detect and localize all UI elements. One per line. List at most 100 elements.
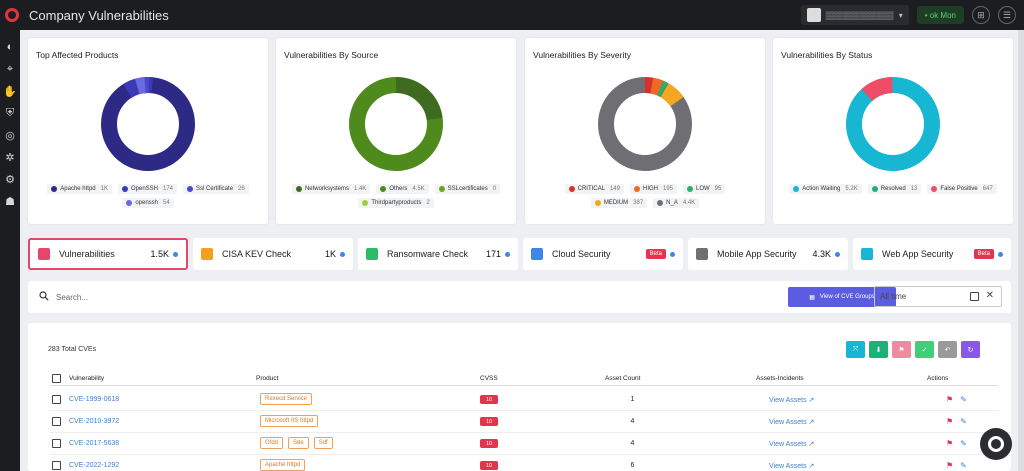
legend-item[interactable]: MEDIUM 387 [590, 198, 648, 208]
nav-dashboard-icon[interactable]: ◐ [6, 41, 14, 53]
donut-slice[interactable] [843, 74, 943, 174]
info-dot-icon[interactable] [340, 251, 345, 257]
undo-icon[interactable]: ↶ [938, 341, 957, 358]
clear-icon[interactable]: ✕ [985, 290, 994, 301]
download-icon[interactable]: ⬇ [869, 341, 888, 358]
edit-icon[interactable]: ✎ [960, 461, 967, 470]
donut-chart[interactable] [595, 74, 695, 174]
nav-user-shield-icon[interactable]: ☗ [5, 195, 15, 208]
tab-vulnerabilities[interactable]: Vulnerabilities 1.5K [28, 238, 188, 270]
check-icon[interactable]: ✓ [915, 341, 934, 358]
nav-network-icon[interactable]: ⚙ [5, 173, 15, 186]
chevron-down-icon: ▾ [898, 10, 903, 20]
nav-fingerprint-icon[interactable]: ◎ [5, 129, 15, 142]
donut-slice[interactable] [846, 77, 940, 171]
edit-icon[interactable]: ✎ [960, 395, 967, 404]
row-checkbox[interactable] [52, 395, 61, 404]
search-input[interactable] [56, 290, 356, 304]
donut-slice[interactable] [598, 77, 692, 171]
notifications-icon[interactable]: ☰ [998, 6, 1016, 24]
info-dot-icon[interactable] [505, 251, 510, 257]
legend-item[interactable]: Apache httpd 1K [47, 184, 112, 194]
column-header[interactable]: Assets-Incidents [756, 375, 804, 382]
nav-shield-icon[interactable]: ⛨ [5, 106, 15, 119]
info-dot-icon[interactable] [173, 251, 178, 257]
donut-chart[interactable] [843, 74, 943, 174]
legend-item[interactable]: Ssl Certificate 26 [183, 184, 249, 194]
select-all-checkbox[interactable] [52, 374, 61, 383]
tab-ransomware-check[interactable]: Ransomware Check 171 [358, 238, 518, 270]
legend-item[interactable]: LOW 95 [683, 184, 726, 194]
info-dot-icon[interactable] [835, 251, 840, 257]
legend-item[interactable]: Resolved 13 [867, 184, 922, 194]
expand-icon[interactable]: ⤧ [846, 341, 865, 358]
time-range-select[interactable]: All time ✕ [874, 286, 1002, 307]
donut-slice[interactable] [595, 74, 695, 174]
legend-dot [594, 200, 601, 206]
donut-slice[interactable] [598, 77, 692, 171]
legend-item[interactable]: OpenSSH 174 [117, 184, 178, 194]
donut-slice[interactable] [349, 77, 443, 171]
tab-web-app-security[interactable]: Web App Security Beta [853, 238, 1011, 270]
legend-dot [51, 186, 58, 192]
view-assets-link[interactable]: View Assets ↗ [769, 441, 815, 448]
info-dot-icon[interactable] [670, 251, 675, 257]
donut-chart[interactable] [98, 74, 198, 174]
row-checkbox[interactable] [52, 439, 61, 448]
edit-icon[interactable]: ✎ [960, 417, 967, 426]
apps-grid-icon[interactable]: ⊞ [972, 6, 990, 24]
time-range-value: All time [880, 292, 907, 301]
legend-label: Action Waiting [802, 186, 841, 192]
tab-mobile-app-security[interactable]: Mobile App Security 4.3K [688, 238, 848, 270]
cve-link[interactable]: CVE-1999-0618 [69, 396, 120, 403]
column-header[interactable]: CVSS [480, 375, 498, 382]
flag-icon[interactable]: ⚑ [892, 341, 911, 358]
view-assets-link[interactable]: View Assets ↗ [769, 397, 815, 404]
logo-icon[interactable] [5, 8, 19, 22]
donut-slice[interactable] [595, 74, 695, 174]
legend-label: OpenSSH [130, 186, 158, 192]
nav-hand-icon[interactable]: ✋ [3, 85, 17, 98]
status-badge[interactable]: • ok Mon [916, 6, 964, 24]
edit-icon[interactable]: ✎ [960, 439, 967, 448]
donut-chart[interactable] [346, 74, 446, 174]
column-header[interactable]: Asset Count [605, 375, 641, 382]
view-assets-link[interactable]: View Assets ↗ [769, 463, 815, 470]
legend-item[interactable]: openssh 54 [122, 198, 174, 208]
cve-link[interactable]: CVE-2017-5638 [69, 440, 120, 447]
row-checkbox[interactable] [52, 461, 61, 470]
page-scrollbar[interactable] [1018, 30, 1024, 471]
row-checkbox[interactable] [52, 417, 61, 426]
flag-icon[interactable]: ⚑ [946, 417, 954, 426]
nav-bug-icon[interactable]: ✲ [5, 151, 15, 164]
flag-icon[interactable]: ⚑ [946, 461, 954, 470]
info-dot-icon[interactable] [998, 251, 1003, 257]
account-switcher[interactable]: ▒▒▒▒▒▒▒▒▒▒▒▒ ▾ [800, 5, 909, 25]
legend-item[interactable]: SSLcertificates 0 [434, 184, 501, 194]
legend-item[interactable]: N_A 4.4K [653, 198, 700, 208]
flag-icon[interactable]: ⚑ [946, 439, 954, 448]
legend-label: Ssl Certificate [196, 186, 234, 192]
legend-item[interactable]: Networksystems 1.4K [291, 184, 371, 194]
legend-item[interactable]: HIGH 195 [629, 184, 677, 194]
calendar-icon[interactable] [970, 292, 979, 301]
legend-item[interactable]: CRITICAL 149 [564, 184, 624, 194]
flag-icon[interactable]: ⚑ [946, 395, 954, 404]
side-nav: ◐ ⌖ ✋ ⛨ ◎ ✲ ⚙ ☗ [0, 30, 20, 471]
column-header[interactable]: Vulnerability [69, 375, 105, 382]
help-button[interactable] [980, 428, 1012, 460]
legend-item[interactable]: Thirdpartyproducts 2 [358, 198, 434, 208]
cve-link[interactable]: CVE-2022-1292 [69, 462, 120, 469]
donut-slice[interactable] [101, 77, 195, 171]
column-header[interactable]: Product [256, 375, 279, 382]
legend-item[interactable]: Others 4.5K [376, 184, 429, 194]
tab-cloud-security[interactable]: Cloud Security Beta [523, 238, 683, 270]
legend-item[interactable]: Action Waiting 5.2K [789, 184, 862, 194]
refresh-icon[interactable]: ↻ [961, 341, 980, 358]
cve-link[interactable]: CVE-2010-3972 [69, 418, 120, 425]
tab-cisa-kev-check[interactable]: CISA KEV Check 1K [193, 238, 353, 270]
nav-scan-icon[interactable]: ⌖ [6, 62, 14, 75]
legend-item[interactable]: False Positive 647 [927, 184, 997, 194]
view-assets-link[interactable]: View Assets ↗ [769, 419, 815, 426]
view-cve-groups-button[interactable]: ▦ View of CVE Groups [788, 287, 896, 307]
